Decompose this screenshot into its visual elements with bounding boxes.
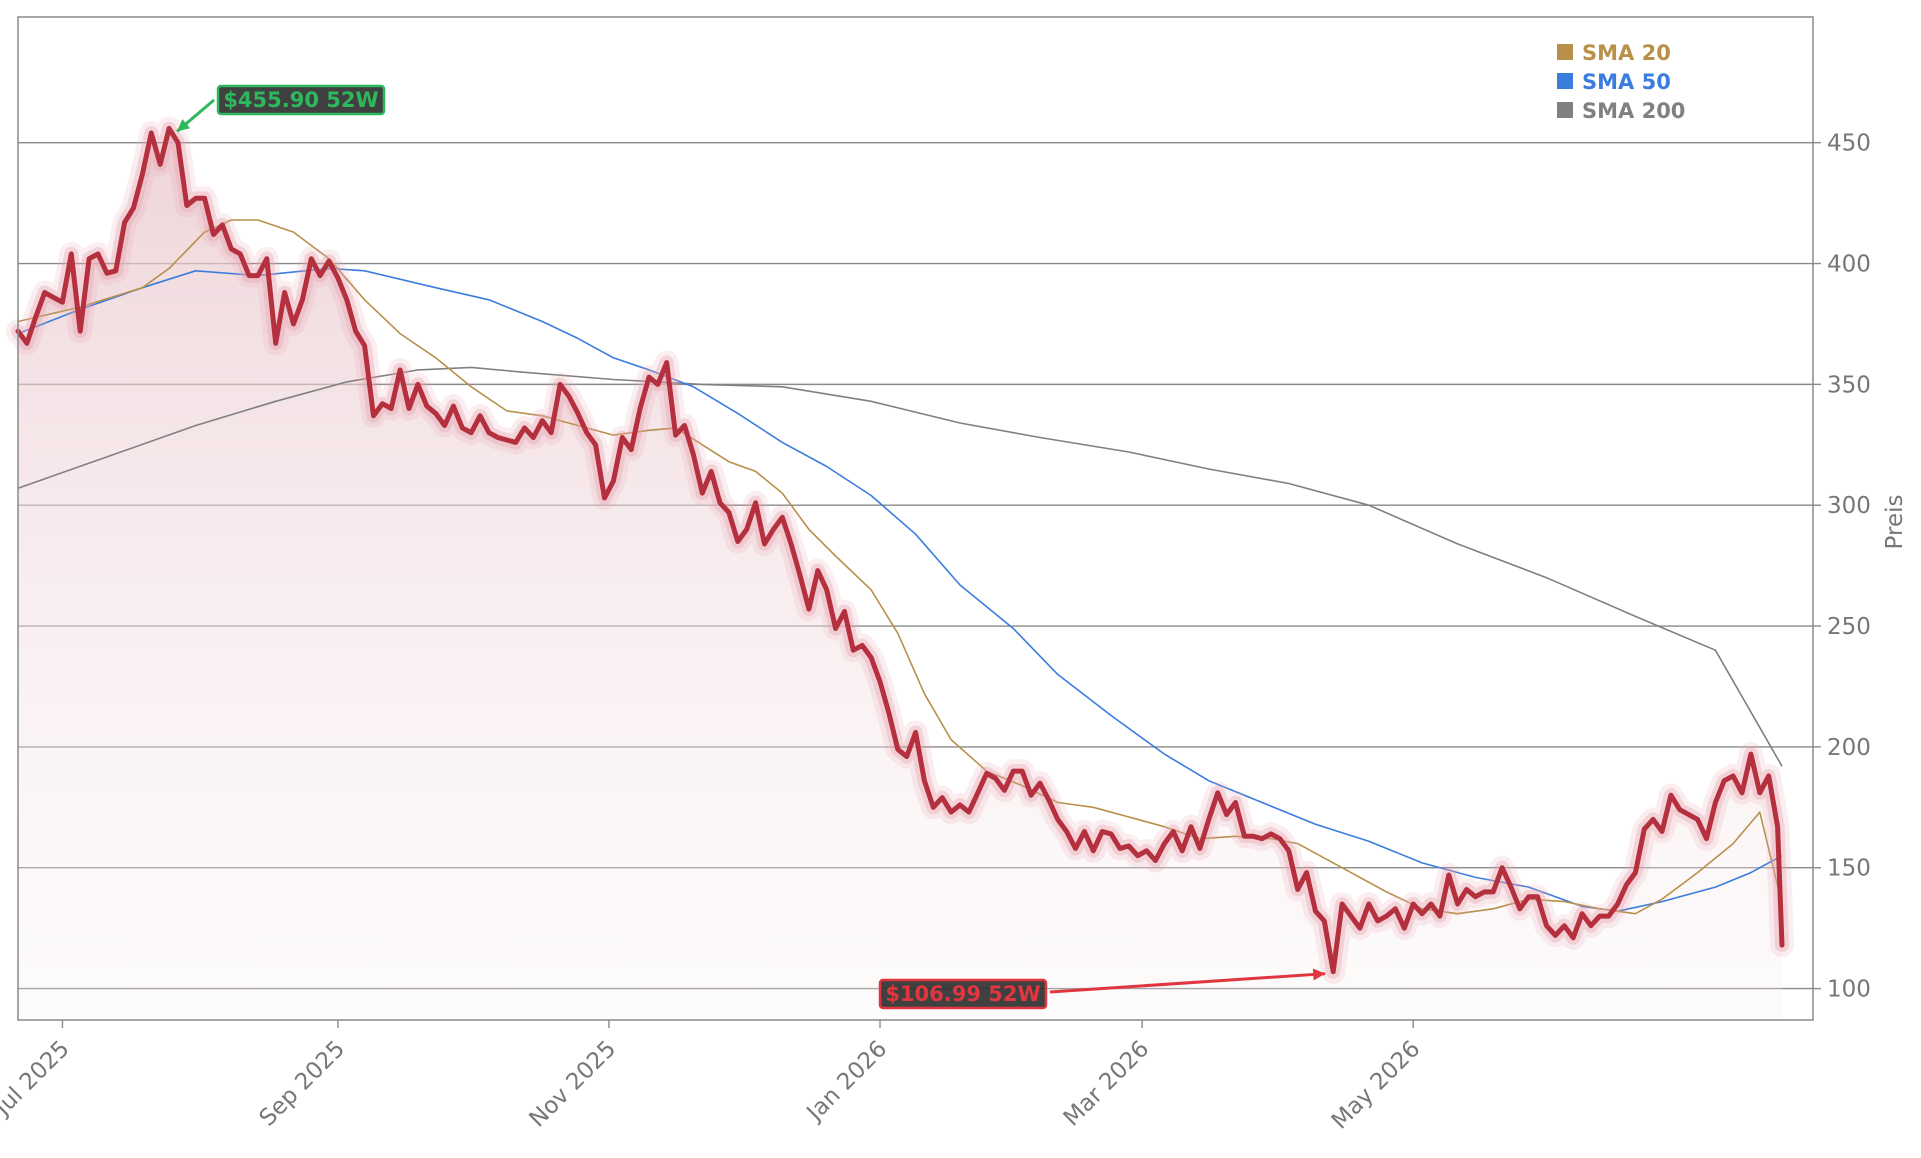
y-tick-label: 400 xyxy=(1827,252,1871,278)
low-annotation-arrow xyxy=(1049,972,1326,994)
price-line xyxy=(15,125,1785,975)
y-tick-label: 250 xyxy=(1827,614,1871,640)
y-tick-label: 350 xyxy=(1827,372,1871,398)
sma20-line xyxy=(17,219,1783,915)
sma200-legend-label: SMA 200 xyxy=(1582,99,1685,123)
x-tick-label: Jan 2026 xyxy=(801,1036,892,1127)
low-annotation-label: $106.99 52W xyxy=(885,982,1040,1006)
price-series xyxy=(6,116,1794,984)
y-tick-label: 300 xyxy=(1827,493,1871,519)
sma50-line xyxy=(17,267,1783,912)
x-tick-label: Mar 2026 xyxy=(1059,1036,1155,1132)
x-axis: Jul 2025 Sep 2025 Nov 2025 Jan 2026 Mar 2026… xyxy=(0,1020,1425,1134)
sma20-legend-label: SMA 20 xyxy=(1582,41,1671,65)
sma20-legend-swatch xyxy=(1557,44,1573,60)
x-tick-label: May 2026 xyxy=(1327,1036,1426,1135)
x-tick-label: Sep 2025 xyxy=(255,1036,351,1132)
sma200-line xyxy=(17,366,1783,767)
high-annotation-box xyxy=(216,84,386,116)
sma50-legend-label: SMA 50 xyxy=(1582,70,1671,94)
sma200-legend-swatch xyxy=(1557,102,1573,118)
low-annotation-box xyxy=(878,978,1048,1010)
y-axis-title: Preis xyxy=(1882,495,1908,550)
x-tick-label: Jul 2025 xyxy=(0,1036,75,1122)
y-tick-label: 200 xyxy=(1827,735,1871,761)
y-tick-label: 150 xyxy=(1827,856,1871,882)
x-tick-label: Nov 2025 xyxy=(525,1036,622,1133)
low-annotation-arrowhead xyxy=(1312,968,1326,981)
high-annotation-label: $455.90 52W xyxy=(223,88,378,112)
annotations: $455.90 52W $106.99 52W xyxy=(176,84,1326,1010)
high-annotation-arrowhead xyxy=(177,119,191,132)
y-tick-label: 100 xyxy=(1827,977,1871,1003)
y-tick-label: 450 xyxy=(1827,131,1871,157)
moving-averages xyxy=(17,219,1783,915)
sma50-legend-swatch xyxy=(1557,73,1573,89)
price-area xyxy=(18,128,1782,1020)
price-area-fill xyxy=(18,128,1782,1020)
y-axis: 100 150 200 250 300 350 400 450 xyxy=(1813,131,1871,1003)
legend: SMA 20 SMA 50 SMA 200 xyxy=(1557,41,1685,123)
plot-frame xyxy=(17,16,1814,1021)
